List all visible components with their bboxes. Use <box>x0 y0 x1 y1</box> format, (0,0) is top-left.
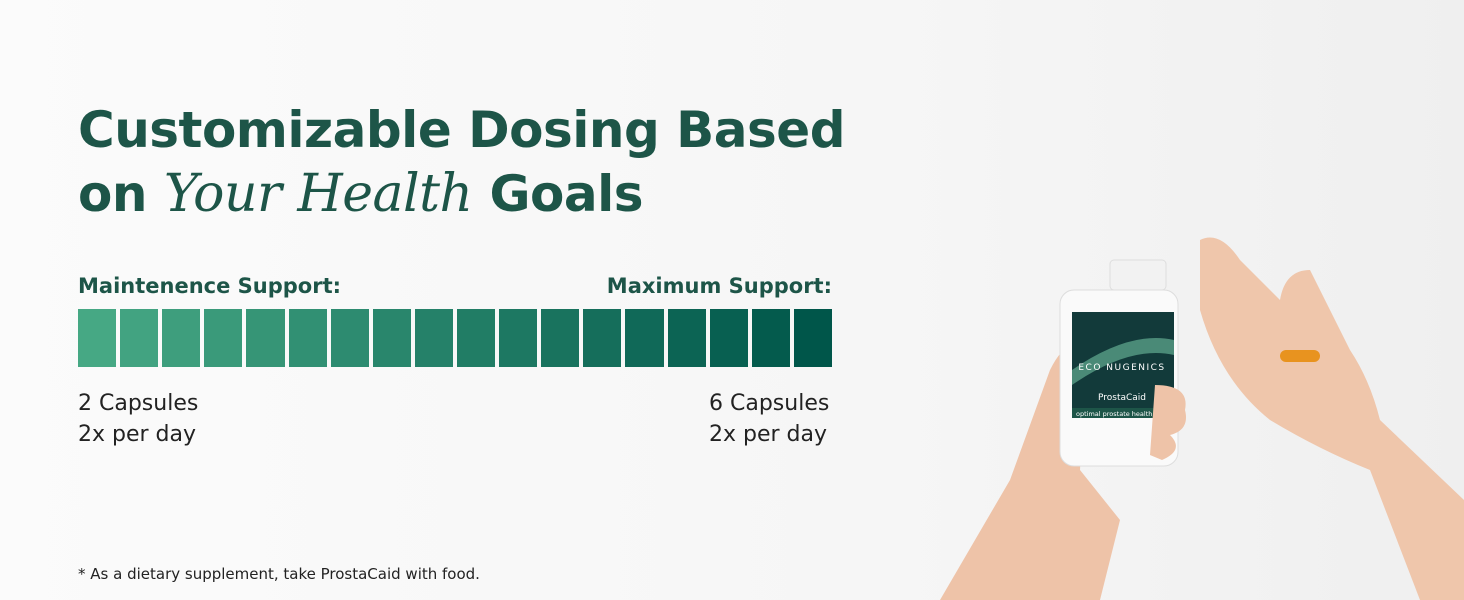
dose-line: 2 Capsules <box>78 391 199 416</box>
title: Customizable Dosing Based on Your Health… <box>78 98 846 226</box>
bottle-cap <box>1109 259 1167 291</box>
scale-block <box>793 309 832 367</box>
brand: ECO NUGENICS <box>1078 363 1165 373</box>
fingers <box>1150 385 1186 460</box>
scale-block <box>162 309 201 367</box>
scale-block <box>372 309 411 367</box>
scale-block <box>330 309 369 367</box>
dose-scale <box>78 309 832 367</box>
tagline: optimal prostate health <box>1076 410 1152 418</box>
label-swoosh <box>1072 338 1174 385</box>
scale-block <box>499 309 538 367</box>
capsule <box>1280 350 1320 362</box>
scale-block <box>667 309 706 367</box>
scale-block <box>204 309 243 367</box>
dose-line: 2x per day <box>78 422 197 447</box>
right-hand <box>1200 237 1464 600</box>
max-dose: 6 Capsules 2x per day <box>709 388 829 450</box>
scale-block <box>583 309 622 367</box>
scale-block <box>246 309 285 367</box>
scale-block <box>625 309 664 367</box>
product-name: ProstaCaid <box>1098 393 1146 403</box>
scale-block <box>456 309 496 367</box>
footnote: * As a dietary supplement, take ProstaCa… <box>78 565 480 583</box>
title-word: on <box>78 165 147 223</box>
scale-block <box>78 309 117 367</box>
title-word: Goals <box>489 165 643 223</box>
title-emphasis: Your Health <box>163 164 473 224</box>
min-dose: 2 Capsules 2x per day <box>78 388 198 450</box>
scale-block <box>288 309 327 367</box>
scale-block <box>120 309 159 367</box>
scale-block <box>751 309 790 367</box>
dose-line: 2x per day <box>709 422 828 447</box>
max-label: Maximum Support: <box>606 274 832 298</box>
dose-line: 6 Capsules <box>709 391 830 416</box>
scale-block <box>541 309 580 367</box>
scale-block <box>414 309 453 367</box>
product-photo: ECO NUGENICS ProstaCaid optimal prostate… <box>940 237 1464 600</box>
tagline-band <box>1072 408 1162 418</box>
title-line: Customizable Dosing Based <box>78 101 846 159</box>
min-label: Maintenence Support: <box>78 274 342 298</box>
scale-block <box>709 309 748 367</box>
